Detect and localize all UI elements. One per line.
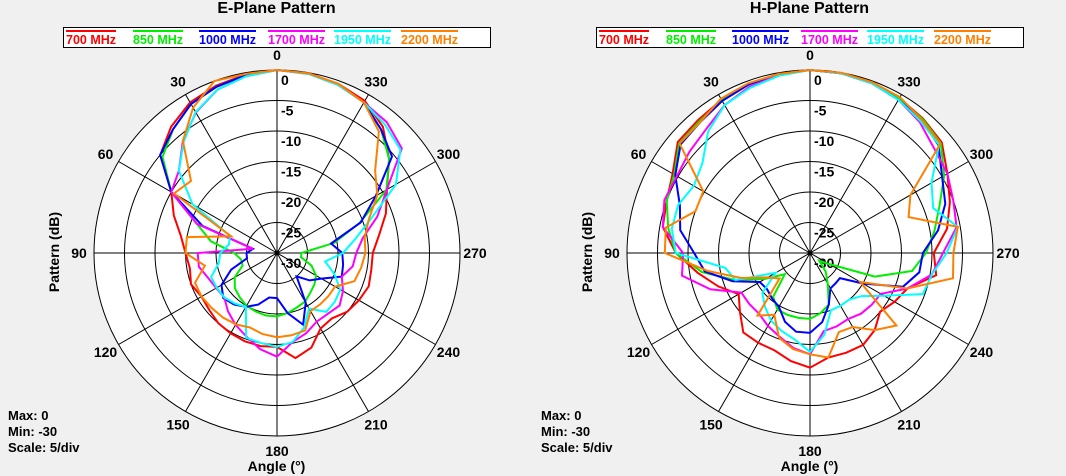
- angle-tick-label: 30: [170, 74, 186, 90]
- legend-entry: 1950 MHz: [334, 30, 391, 47]
- angle-tick-label: 300: [437, 146, 461, 162]
- grid-spoke: [651, 252, 811, 345]
- legend-entry: 700 MHz: [66, 30, 117, 47]
- angle-tick-label: 30: [703, 74, 719, 90]
- legend-entry: 1000 MHz: [199, 30, 256, 47]
- legend: 700 MHz 850 MHz 1000 MHz 1700 MHz 1950 MHz 22…: [63, 27, 491, 48]
- angle-tick-label: 180: [798, 443, 822, 459]
- max-label: Max: 0: [541, 408, 582, 423]
- angle-tick-label: 330: [364, 74, 388, 90]
- radial-tick-label: -30: [281, 255, 301, 271]
- angle-tick-label: 0: [273, 47, 281, 63]
- y-axis-label: Pattern (dB): [46, 211, 62, 293]
- chart-title: E-Plane Pattern: [217, 0, 336, 17]
- series-line-1950-mhz: [670, 68, 960, 354]
- radial-tick-label: -15: [814, 164, 834, 180]
- min-label: Min: -30: [541, 424, 591, 439]
- angle-tick-label: 120: [627, 344, 651, 360]
- grid-spoke: [718, 94, 811, 254]
- chart-title: H-Plane Pattern: [749, 0, 870, 17]
- angle-tick-label: 270: [996, 245, 1020, 261]
- scale-label: Scale: 5/div: [541, 440, 613, 455]
- grid-spoke: [809, 94, 902, 254]
- radial-tick-label: -10: [814, 133, 834, 149]
- polar-plot: 0 30 60 90 120 150 180 210 240 270 300 330 0 -5 -10 -15…: [71, 47, 487, 459]
- legend-entry: 2200 MHz: [401, 30, 458, 47]
- grid-spoke: [651, 161, 811, 254]
- x-axis-label: Angle (°): [247, 458, 306, 474]
- angle-tick-label: 300: [970, 146, 994, 162]
- radial-tick-label: -25: [281, 225, 301, 241]
- h-plane-chart: 0 30 60 90 120 150 180 210 240 270 300 330 0 -5 -10 -15…: [533, 0, 1066, 476]
- radial-tick-label: -20: [281, 194, 301, 210]
- angle-tick-label: 120: [94, 344, 118, 360]
- radial-tick-label: -20: [814, 194, 834, 210]
- radial-tick-label: -25: [814, 225, 834, 241]
- series-line-2200-mhz: [172, 68, 380, 339]
- y-axis-label: Pattern (dB): [579, 211, 595, 293]
- series-line-850-mhz: [665, 68, 946, 320]
- grid-spoke: [118, 252, 278, 345]
- legend-entry: 1000 MHz: [732, 30, 789, 47]
- angle-tick-label: 0: [806, 47, 814, 63]
- grid-spoke: [185, 252, 278, 412]
- radial-tick-label: -10: [281, 133, 301, 149]
- legend-entry: 1950 MHz: [867, 30, 924, 47]
- grid-spoke: [276, 252, 369, 412]
- center-point: [274, 250, 280, 256]
- x-axis-label: Angle (°): [780, 458, 839, 474]
- angle-tick-label: 180: [265, 443, 289, 459]
- grid-spoke: [185, 94, 278, 254]
- legend-entry: 2200 MHz: [934, 30, 991, 47]
- angle-tick-label: 240: [437, 344, 461, 360]
- grid-spoke: [276, 94, 369, 254]
- e-plane-chart: 0 30 60 90 120 150 180 210 240 270 300 330 0 -5 -10 -15…: [8, 0, 491, 474]
- angle-tick-label: 330: [897, 74, 921, 90]
- legend-entry: 850 MHz: [666, 30, 717, 47]
- legend: 700 MHz 850 MHz 1000 MHz 1700 MHz 1950 MHz 22…: [596, 27, 1024, 48]
- grid-spoke: [276, 161, 436, 254]
- angle-tick-label: 270: [463, 245, 487, 261]
- scale-label: Scale: 5/div: [8, 440, 80, 455]
- angle-tick-label: 210: [364, 416, 388, 432]
- max-label: Max: 0: [8, 408, 49, 423]
- radial-tick-label: -5: [281, 103, 294, 119]
- series-line-1000-mhz: [674, 68, 947, 334]
- angle-tick-label: 210: [897, 416, 921, 432]
- angle-tick-label: 90: [604, 245, 620, 261]
- grid-spoke: [118, 161, 278, 254]
- min-label: Min: -30: [8, 424, 58, 439]
- angle-tick-label: 150: [166, 416, 190, 432]
- radial-tick-label: 0: [814, 72, 822, 88]
- angle-tick-label: 60: [631, 146, 647, 162]
- center-point: [807, 250, 813, 256]
- radial-tick-label: -5: [814, 103, 827, 119]
- grid-spoke: [809, 252, 902, 412]
- angle-tick-label: 90: [71, 245, 87, 261]
- series-line-2200-mhz: [663, 68, 959, 359]
- legend-entry: 1700 MHz: [268, 30, 325, 47]
- grid-spoke: [718, 252, 811, 412]
- angle-tick-label: 60: [98, 146, 114, 162]
- angle-tick-label: 240: [970, 344, 994, 360]
- radial-tick-label: 0: [281, 72, 289, 88]
- polar-plot: 0 30 60 90 120 150 180 210 240 270 300 330 0 -5 -10 -15…: [604, 47, 1020, 459]
- legend-entry: 700 MHz: [599, 30, 650, 47]
- series-line-1950-mhz: [177, 68, 402, 348]
- legend-entry: 850 MHz: [133, 30, 184, 47]
- radial-tick-label: -15: [281, 164, 301, 180]
- grid-spoke: [809, 252, 969, 345]
- legend-entry: 1700 MHz: [801, 30, 858, 47]
- grid-spoke: [276, 252, 436, 345]
- angle-tick-label: 150: [699, 416, 723, 432]
- series-line-1700-mhz: [170, 68, 403, 358]
